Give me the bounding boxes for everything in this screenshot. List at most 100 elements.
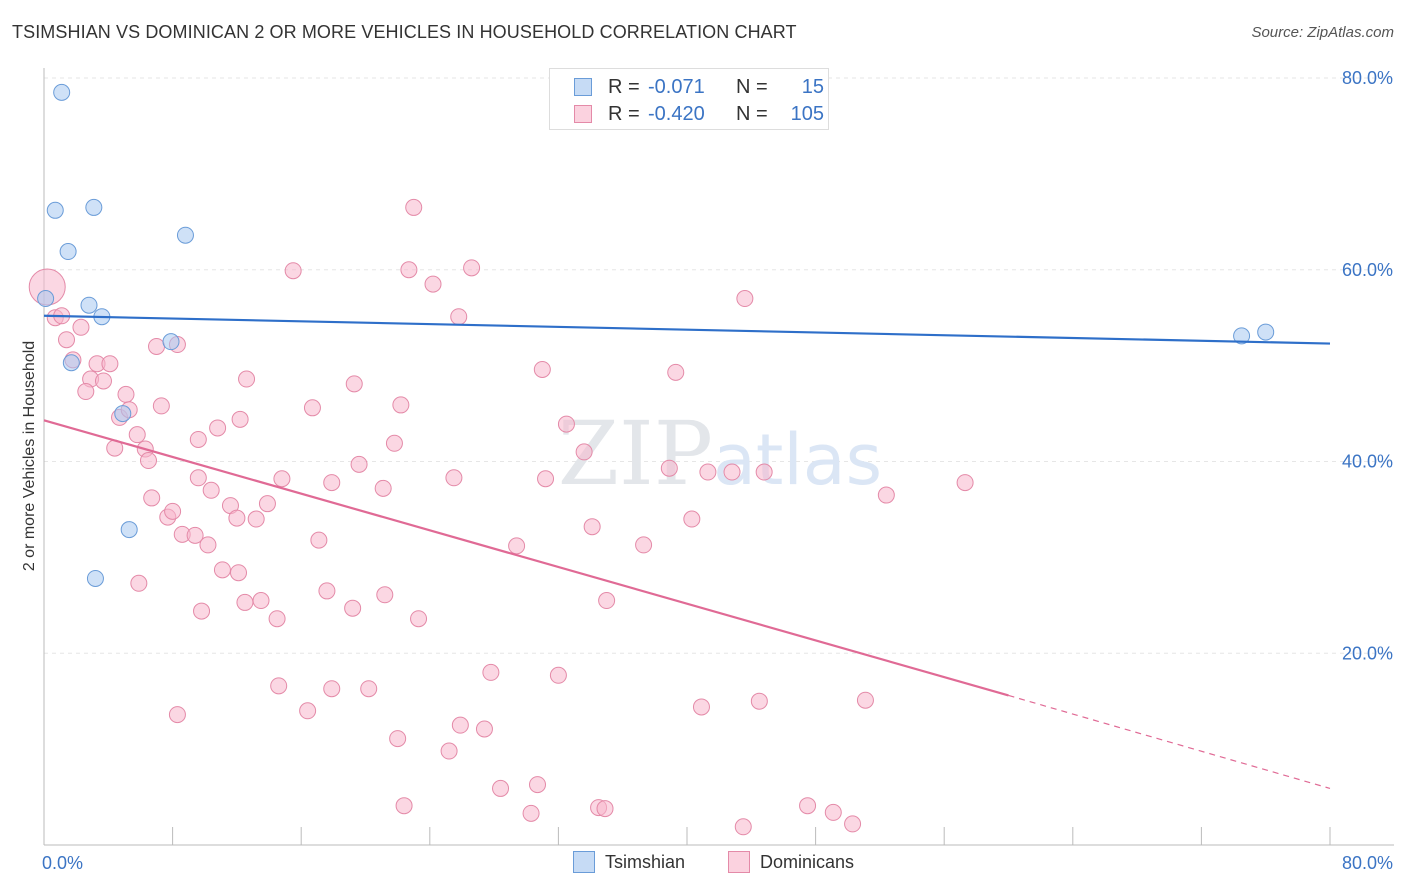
dominicans-point[interactable] <box>956 474 974 492</box>
dominicans-point[interactable] <box>318 582 336 600</box>
dominicans-point[interactable] <box>583 518 601 536</box>
tsimshian-point[interactable] <box>53 83 71 101</box>
dominicans-point[interactable] <box>252 592 270 610</box>
dominicans-point[interactable] <box>117 385 135 403</box>
dominicans-point[interactable] <box>450 308 468 326</box>
dominicans-point[interactable] <box>213 561 231 579</box>
dominicans-point[interactable] <box>238 370 256 388</box>
legend-item-dominicans[interactable]: Dominicans <box>728 851 854 873</box>
tsimshian-point[interactable] <box>37 290 55 308</box>
dominicans-point[interactable] <box>549 666 567 684</box>
dominicans-point[interactable] <box>405 198 423 216</box>
tsimshian-point[interactable] <box>162 333 180 351</box>
dominicans-point[interactable] <box>128 426 146 444</box>
dominicans-point[interactable] <box>231 410 249 428</box>
dominicans-point[interactable] <box>310 531 328 549</box>
dominicans-point[interactable] <box>202 481 220 499</box>
dominicans-point[interactable] <box>193 602 211 620</box>
dominicans-point[interactable] <box>392 396 410 414</box>
dominicans-point[interactable] <box>230 564 248 582</box>
legend-item-tsimshian[interactable]: Tsimshian <box>573 851 685 873</box>
dominicans-point[interactable] <box>451 716 469 734</box>
dominicans-point[interactable] <box>101 355 119 373</box>
dominicans-point[interactable] <box>258 495 276 513</box>
dominicans-point[interactable] <box>350 455 368 473</box>
dominicans-point[interactable] <box>755 463 773 481</box>
dominicans-point[interactable] <box>186 526 204 544</box>
tsimshian-point[interactable] <box>176 226 194 244</box>
dominicans-point[interactable] <box>424 275 442 293</box>
dominicans-point[interactable] <box>94 372 112 390</box>
dominicans-point[interactable] <box>492 779 510 797</box>
dominicans-point[interactable] <box>228 509 246 527</box>
dominicans-point[interactable] <box>440 742 458 760</box>
dominicans-point[interactable] <box>273 470 291 488</box>
dominicans-point[interactable] <box>360 680 378 698</box>
dominicans-point[interactable] <box>736 290 754 308</box>
tsimshian-point[interactable] <box>59 243 77 261</box>
dominicans-point[interactable] <box>189 430 207 448</box>
dominicans-point[interactable] <box>284 262 302 280</box>
dominicans-point[interactable] <box>374 479 392 497</box>
dominicans-point[interactable] <box>699 463 717 481</box>
dominicans-point[interactable] <box>345 375 363 393</box>
dominicans-point[interactable] <box>148 337 166 355</box>
dominicans-point[interactable] <box>164 502 182 520</box>
dominicans-point[interactable] <box>376 586 394 604</box>
dominicans-point[interactable] <box>799 797 817 815</box>
tsimshian-point[interactable] <box>120 521 138 539</box>
tsimshian-point[interactable] <box>85 198 103 216</box>
dominicans-point[interactable] <box>824 803 842 821</box>
dominicans-point[interactable] <box>247 510 265 528</box>
dominicans-point[interactable] <box>139 452 157 470</box>
dominicans-point[interactable] <box>877 486 895 504</box>
tsimshian-point[interactable] <box>114 405 132 423</box>
dominicans-point[interactable] <box>533 360 551 378</box>
dominicans-point[interactable] <box>683 510 701 528</box>
dominicans-point[interactable] <box>557 415 575 433</box>
dominicans-point[interactable] <box>168 706 186 724</box>
dominicans-point[interactable] <box>268 610 286 628</box>
dominicans-point[interactable] <box>344 599 362 617</box>
dominicans-point[interactable] <box>143 489 161 507</box>
dominicans-point[interactable] <box>72 318 90 336</box>
dominicans-point[interactable] <box>389 730 407 748</box>
dominicans-point[interactable] <box>692 698 710 716</box>
dominicans-point[interactable] <box>575 443 593 461</box>
tsimshian-point[interactable] <box>1257 323 1275 341</box>
dominicans-point[interactable] <box>209 419 227 437</box>
tsimshian-point[interactable] <box>46 201 64 219</box>
tsimshian-point[interactable] <box>86 569 104 587</box>
dominicans-point[interactable] <box>856 691 874 709</box>
dominicans-point[interactable] <box>410 610 428 628</box>
dominicans-point[interactable] <box>537 470 555 488</box>
dominicans-point[interactable] <box>660 459 678 477</box>
dominicans-point[interactable] <box>323 474 341 492</box>
dominicans-point[interactable] <box>130 574 148 592</box>
dominicans-point[interactable] <box>522 804 540 822</box>
dominicans-point[interactable] <box>445 469 463 487</box>
dominicans-point[interactable] <box>199 536 217 554</box>
dominicans-point[interactable] <box>734 818 752 836</box>
dominicans-point[interactable] <box>635 536 653 554</box>
dominicans-point[interactable] <box>475 720 493 738</box>
dominicans-point[interactable] <box>598 592 616 610</box>
dominicans-point[interactable] <box>58 331 76 349</box>
dominicans-point[interactable] <box>77 383 95 401</box>
dominicans-point[interactable] <box>299 702 317 720</box>
dominicans-point[interactable] <box>482 663 500 681</box>
dominicans-point[interactable] <box>723 463 741 481</box>
dominicans-point[interactable] <box>508 537 526 555</box>
dominicans-point[interactable] <box>385 434 403 452</box>
dominicans-point[interactable] <box>750 692 768 710</box>
dominicans-point[interactable] <box>596 800 614 818</box>
dominicans-point[interactable] <box>152 397 170 415</box>
dominicans-point[interactable] <box>303 399 321 417</box>
dominicans-point[interactable] <box>529 776 547 794</box>
dominicans-point[interactable] <box>270 677 288 695</box>
dominicans-point[interactable] <box>400 261 418 279</box>
dominicans-point[interactable] <box>667 363 685 381</box>
dominicans-point[interactable] <box>323 680 341 698</box>
dominicans-point[interactable] <box>463 259 481 277</box>
tsimshian-point[interactable] <box>62 354 80 372</box>
